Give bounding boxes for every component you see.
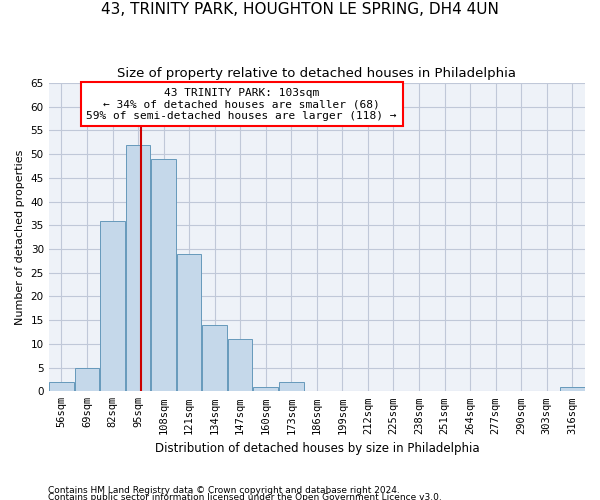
X-axis label: Distribution of detached houses by size in Philadelphia: Distribution of detached houses by size …: [155, 442, 479, 455]
Y-axis label: Number of detached properties: Number of detached properties: [15, 150, 25, 325]
Bar: [151, 159, 176, 392]
Bar: [228, 339, 253, 392]
Text: 43, TRINITY PARK, HOUGHTON LE SPRING, DH4 4UN: 43, TRINITY PARK, HOUGHTON LE SPRING, DH…: [101, 2, 499, 18]
Bar: [126, 144, 151, 392]
Title: Size of property relative to detached houses in Philadelphia: Size of property relative to detached ho…: [118, 68, 517, 80]
Bar: [560, 386, 584, 392]
Bar: [49, 382, 74, 392]
Text: 43 TRINITY PARK: 103sqm
← 34% of detached houses are smaller (68)
59% of semi-de: 43 TRINITY PARK: 103sqm ← 34% of detache…: [86, 88, 397, 121]
Bar: [279, 382, 304, 392]
Bar: [253, 386, 278, 392]
Bar: [202, 325, 227, 392]
Text: Contains public sector information licensed under the Open Government Licence v3: Contains public sector information licen…: [48, 494, 442, 500]
Bar: [74, 368, 99, 392]
Bar: [177, 254, 202, 392]
Text: Contains HM Land Registry data © Crown copyright and database right 2024.: Contains HM Land Registry data © Crown c…: [48, 486, 400, 495]
Bar: [100, 220, 125, 392]
